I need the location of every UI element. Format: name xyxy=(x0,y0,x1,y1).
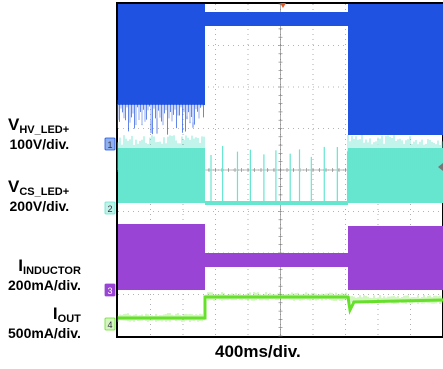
ch2-marker-number: 2 xyxy=(107,204,112,214)
ch4-label: IOUT 500mA/div. xyxy=(8,305,81,340)
traces xyxy=(117,4,443,322)
ch4-marker: 4 xyxy=(104,317,116,331)
ch1-marker-box xyxy=(104,137,116,151)
ch2-label: VCS_LED+ 200V/div. xyxy=(8,178,69,213)
ch1-marker-number: 1 xyxy=(107,140,112,150)
ch2-marker-box xyxy=(104,201,116,215)
ch3-label-main: I xyxy=(18,256,24,275)
ch2-trace-block-left xyxy=(118,148,205,203)
ch3-marker-number: 3 xyxy=(107,286,112,296)
ch3-trace-block-on xyxy=(205,253,348,267)
ch2-scale: 200V/div. xyxy=(9,197,70,214)
ch2-label-sub: CS_LED+ xyxy=(19,186,70,198)
ch2-marker: 2 xyxy=(104,201,116,215)
ch1-trace-block-right xyxy=(348,4,443,135)
ch4-marker-box xyxy=(104,317,116,331)
ch3-trace-block-right xyxy=(348,226,443,290)
ch1-trace-block-left xyxy=(118,4,205,105)
ch1-label: VHV_LED+ 100V/div. xyxy=(8,116,69,151)
ch1-label-main: V xyxy=(8,115,20,134)
trigger-level-marker xyxy=(438,163,443,171)
ch1-trace-block-on xyxy=(205,12,348,26)
ch3-scale: 200mA/div. xyxy=(8,276,81,293)
ch3-label: IINDUCTOR 200mA/div. xyxy=(8,257,81,292)
ch1-scale: 100V/div. xyxy=(9,135,70,152)
ch4-marker-number: 4 xyxy=(107,320,112,330)
ch1-label-sub: HV_LED+ xyxy=(19,124,70,136)
ch4-label-sub: OUT xyxy=(57,313,81,325)
ch4-scale: 500mA/div. xyxy=(8,324,81,341)
channel-markers: 1 2 3 4 xyxy=(104,137,443,331)
ch4-label-main: I xyxy=(52,304,58,323)
trigger-marker xyxy=(280,3,286,8)
ch3-marker-box xyxy=(104,283,116,297)
ch3-label-sub: INDUCTOR xyxy=(23,265,81,277)
ch1-marker: 1 xyxy=(104,137,116,151)
ch2-label-main: V xyxy=(8,177,20,196)
ch3-marker: 3 xyxy=(104,283,116,297)
ch3-trace-block-left xyxy=(118,224,205,290)
timebase-label: 400ms/div. xyxy=(215,342,301,361)
